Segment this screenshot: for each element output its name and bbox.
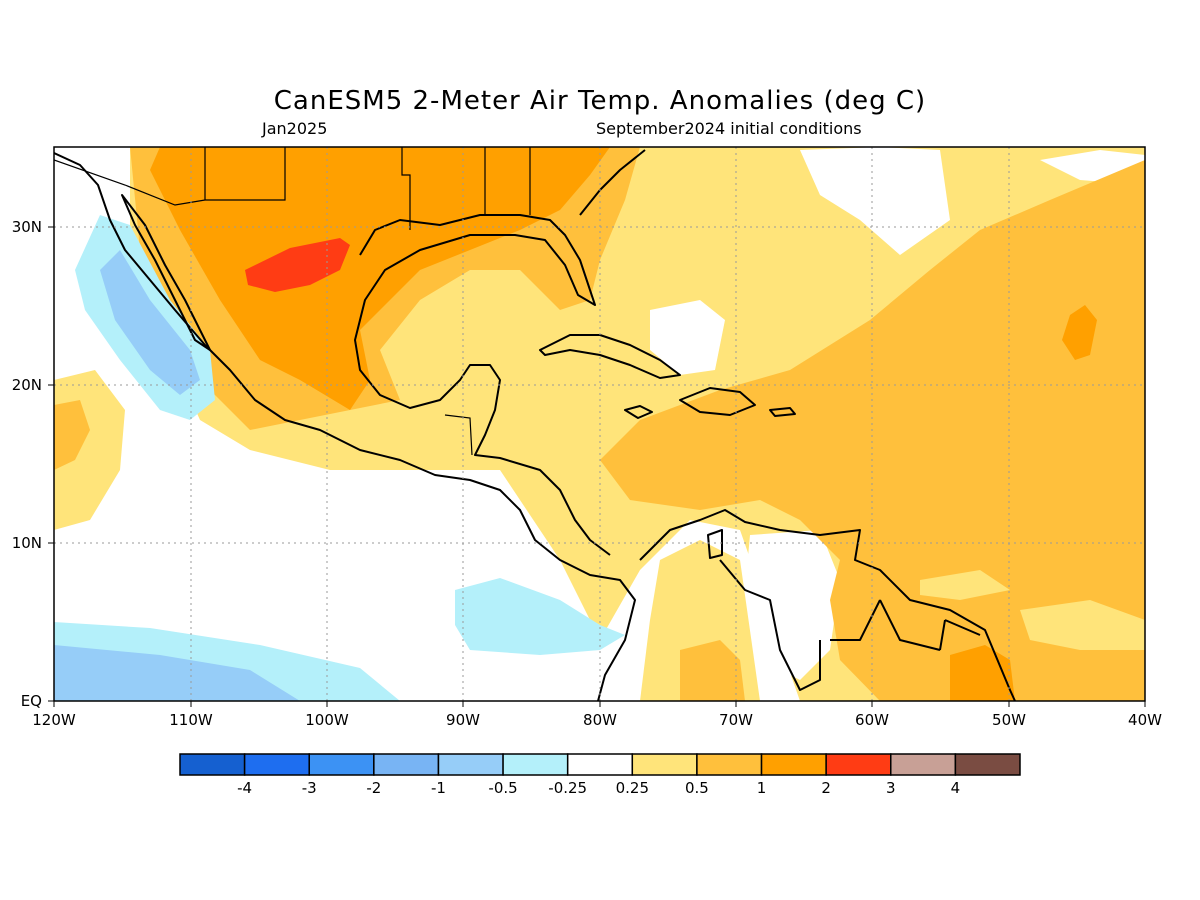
colorbar-label: -0.25 [548, 779, 587, 797]
mid-blue-baja [100, 250, 200, 395]
neutral-venezuela [745, 530, 840, 680]
colorbar-swatch [696, 753, 763, 776]
colorbar-swatch [890, 753, 957, 776]
colorbar-label: -1 [431, 779, 446, 797]
lat-label-10n: 10N [12, 534, 42, 552]
lon-label-70w: 70W [719, 711, 753, 729]
lat-label-30n: 30N [12, 218, 42, 236]
colorbar-swatch [308, 753, 375, 776]
light-yellow-amazon-patch [1020, 600, 1145, 650]
init-conditions-label: September2024 initial conditions [596, 119, 862, 138]
colorbar-label: 4 [951, 779, 961, 797]
colorbar-label: -3 [302, 779, 317, 797]
neutral-atlantic-north [800, 147, 950, 255]
colorbar: -4 -3 -2 -1 -0.5 -0.25 0.25 0.5 1 2 3 4 [179, 753, 1021, 797]
cuba [539, 334, 681, 379]
lon-label-40w: 40W [1128, 711, 1162, 729]
valid-month-label: Jan2025 [262, 119, 328, 138]
colorbar-label: 1 [757, 779, 767, 797]
mid-blue-equatorial [54, 645, 300, 701]
orange-light-colombia [680, 640, 745, 701]
colorbar-swatch [502, 753, 569, 776]
guiana-borders [830, 599, 981, 651]
border-layer [54, 147, 531, 456]
colorbar-label: -0.5 [488, 779, 517, 797]
colorbar-swatch [179, 753, 246, 776]
graticule [54, 147, 1145, 701]
lon-label-50w: 50W [992, 711, 1026, 729]
colorbar-label: 3 [886, 779, 896, 797]
lat-label-20n: 20N [12, 376, 42, 394]
us-east-coast [579, 149, 646, 216]
red-mexico-hotspot [245, 238, 350, 292]
colorbar-swatch [760, 753, 827, 776]
south-america-north-coast [639, 509, 1016, 701]
lon-label-100w: 100W [305, 711, 349, 729]
lon-label-90w: 90W [446, 711, 480, 729]
orange-light-west-lobe [54, 400, 90, 470]
north-america-coast [54, 152, 636, 701]
colombia-venezuela-border [719, 559, 821, 691]
lat-label-eq: EQ [21, 692, 42, 710]
axis-ticks [48, 226, 1146, 707]
neutral-bahamas [650, 300, 725, 375]
lon-label-120w: 120W [32, 711, 76, 729]
colorbar-swatch [954, 753, 1021, 776]
light-yellow-guiana-patch [920, 570, 1010, 600]
lon-label-60w: 60W [855, 711, 889, 729]
colorbar-label: -4 [237, 779, 252, 797]
lake-maracaibo [707, 529, 723, 559]
puerto-rico [769, 407, 796, 417]
colorbar-label: 0.5 [685, 779, 709, 797]
chart-title: CanESM5 2-Meter Air Temp. Anomalies (deg… [273, 86, 927, 116]
colorbar-swatch [437, 753, 504, 776]
baja-peninsula [121, 194, 211, 351]
colorbar-swatch [825, 753, 892, 776]
lon-label-110w: 110W [169, 711, 213, 729]
orange-atlantic-spot [1062, 305, 1097, 360]
jamaica [624, 405, 653, 419]
orange-guiana [950, 645, 1015, 701]
coastline-layer [54, 149, 1016, 701]
hispaniola [679, 387, 756, 416]
light-blue-panama [455, 578, 625, 655]
colorbar-swatch [373, 753, 440, 776]
colorbar-label: 0.25 [616, 779, 649, 797]
colorbar-swatch [243, 753, 310, 776]
colorbar-swatch [566, 753, 634, 776]
colorbar-label: -2 [366, 779, 381, 797]
lon-label-80w: 80W [583, 711, 617, 729]
colorbar-swatch [631, 753, 698, 776]
gulf-coast [354, 214, 611, 556]
colorbar-label: 2 [821, 779, 831, 797]
